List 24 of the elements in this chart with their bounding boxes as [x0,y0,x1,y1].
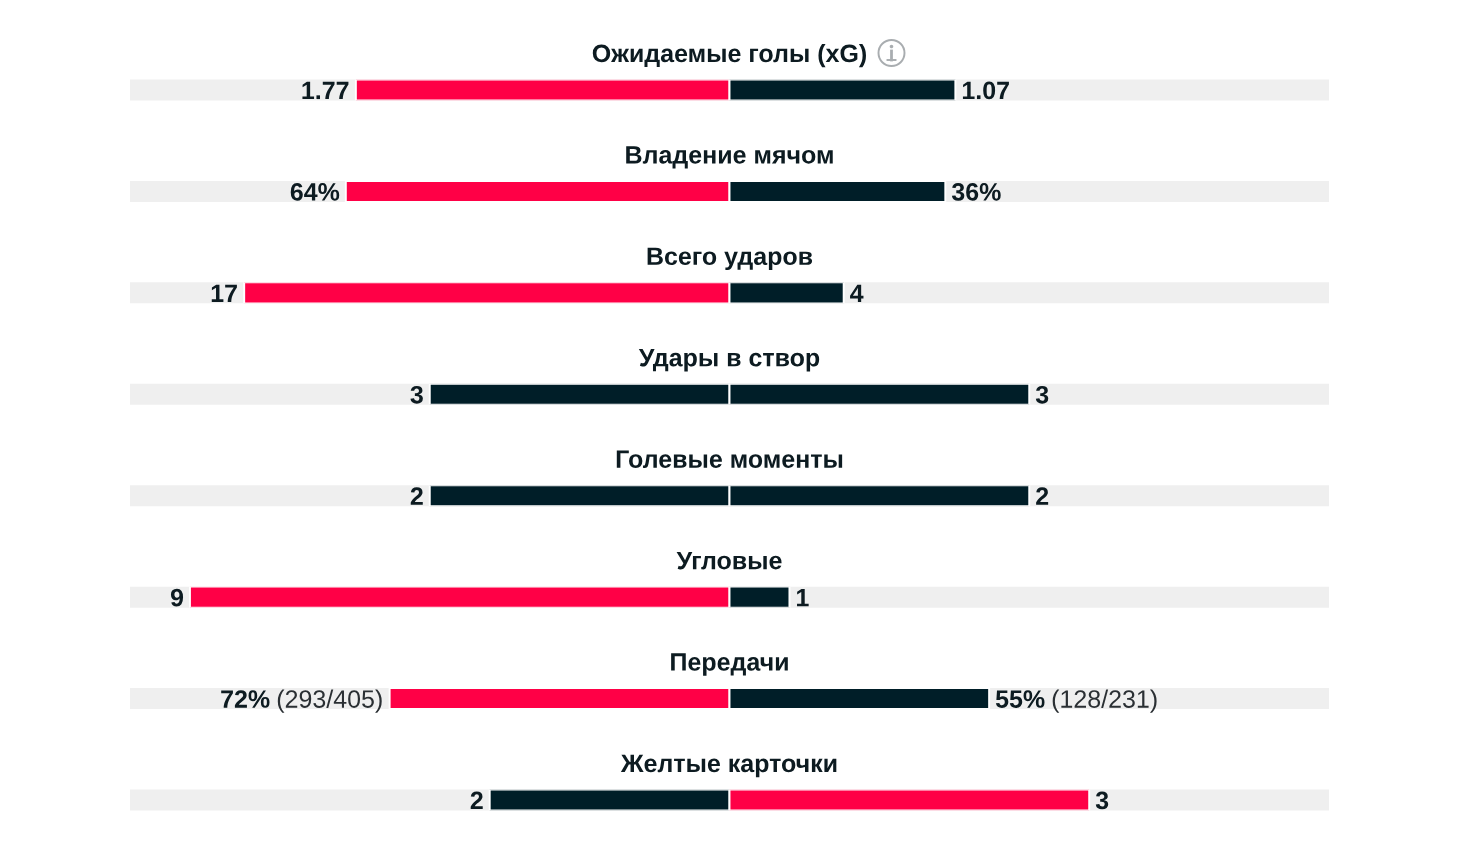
data-label: 1.77 [302,81,349,100]
data-label: 64% [290,183,340,201]
chart-title: Всего ударов [647,247,813,271]
chart-title: Передачи [671,653,788,676]
chart-title: Удары в створ [638,349,820,372]
data-label: 2 [1036,487,1049,505]
data-label: 2 [470,791,483,810]
chart-title: Ожидаемые голы (xG) [592,43,866,68]
data-label: 17 [211,284,237,302]
data-label: 9 [170,588,184,607]
chart-title: Голевые моменты [616,450,843,468]
data-label: 4 [850,284,864,302]
data-label: 3 [1035,385,1049,404]
chart-title: Желтые карточки [620,754,837,778]
chart-title: Владение мячом [626,146,833,169]
data-label: 1.07 [962,81,1009,100]
data-label: 72% (293/405) [221,689,382,713]
data-label: 2 [410,487,423,505]
data-label: 1 [797,589,809,607]
chart-title: Угловые [676,551,782,570]
data-label: 55% (128/231) [995,689,1157,713]
data-label: 36% [951,183,1001,201]
data-label: 3 [1095,791,1109,810]
data-label: 3 [410,385,423,404]
